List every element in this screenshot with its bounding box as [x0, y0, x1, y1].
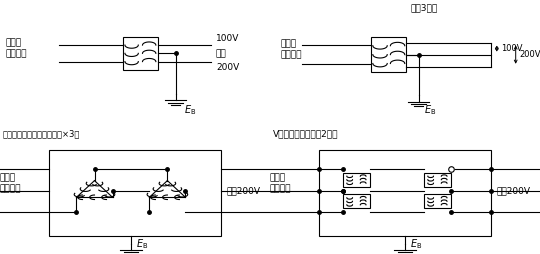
Text: V結線（単相変圧器2台）: V結線（単相変圧器2台）	[273, 130, 338, 138]
Text: $E_{\mathrm{B}}$: $E_{\mathrm{B}}$	[424, 104, 436, 117]
Text: 三相200V: 三相200V	[497, 186, 531, 195]
Text: 高圧・
特別高圧: 高圧・ 特別高圧	[281, 39, 302, 60]
Bar	[372, 37, 407, 72]
Text: $E_{\mathrm{B}}$: $E_{\mathrm{B}}$	[136, 238, 149, 251]
Text: $E_{\mathrm{B}}$: $E_{\mathrm{B}}$	[184, 104, 196, 117]
Bar	[424, 194, 451, 208]
Bar	[319, 150, 491, 236]
Text: 又は: 又は	[216, 49, 227, 58]
Text: $E_{\mathrm{B}}$: $E_{\mathrm{B}}$	[410, 238, 423, 251]
Text: 三相変圧器又は単相変圧器×3台: 三相変圧器又は単相変圧器×3台	[3, 130, 80, 138]
Text: 高圧・
特別高圧: 高圧・ 特別高圧	[5, 38, 27, 58]
Bar	[343, 173, 370, 187]
Bar	[49, 150, 221, 236]
Bar	[123, 37, 158, 70]
Text: 三相200V: 三相200V	[227, 186, 261, 195]
Text: 100V: 100V	[501, 44, 522, 53]
Bar	[343, 194, 370, 208]
Text: 高圧・
特別高圧: 高圧・ 特別高圧	[0, 173, 22, 193]
Text: 100V: 100V	[216, 35, 239, 43]
Text: 高圧・
特別高圧: 高圧・ 特別高圧	[270, 173, 292, 193]
Text: 単相3線式: 単相3線式	[410, 4, 437, 13]
Bar	[424, 173, 451, 187]
Text: 200V: 200V	[519, 50, 540, 59]
Text: 200V: 200V	[216, 63, 239, 72]
